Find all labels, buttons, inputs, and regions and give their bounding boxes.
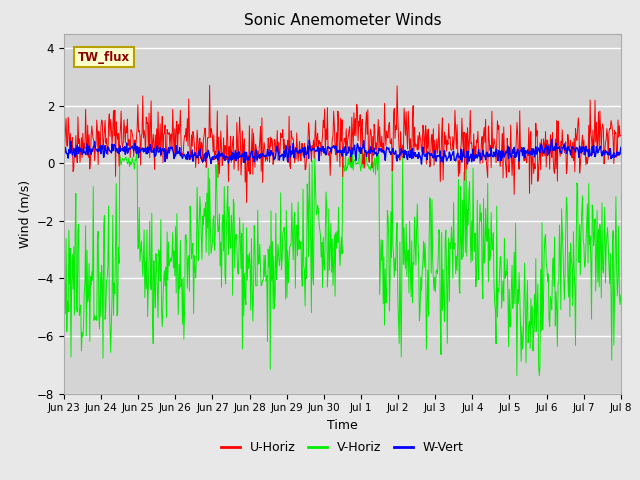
V-Horiz	[415, 318, 423, 324]
W-Vert	[548, 136, 556, 142]
V-Horiz	[536, 373, 543, 379]
V-Horiz	[94, 228, 102, 234]
W-Vert	[94, 146, 102, 152]
U-Horiz	[617, 133, 625, 139]
V-Horiz	[60, 303, 68, 309]
U-Horiz	[385, 122, 392, 128]
U-Horiz	[206, 83, 214, 88]
X-axis label: Time: Time	[327, 419, 358, 432]
U-Horiz	[94, 162, 102, 168]
U-Horiz	[484, 175, 492, 180]
V-Horiz	[384, 214, 392, 220]
Legend: U-Horiz, V-Horiz, W-Vert: U-Horiz, V-Horiz, W-Vert	[216, 436, 468, 459]
U-Horiz	[399, 149, 407, 155]
V-Horiz	[483, 238, 491, 244]
W-Vert	[617, 144, 625, 150]
V-Horiz	[358, 145, 366, 151]
W-Vert	[483, 149, 491, 155]
V-Horiz	[617, 292, 625, 298]
U-Horiz	[416, 135, 424, 141]
Line: V-Horiz: V-Horiz	[64, 148, 621, 376]
W-Vert	[418, 161, 426, 167]
W-Vert	[415, 150, 422, 156]
W-Vert	[60, 154, 68, 159]
W-Vert	[540, 150, 548, 156]
Title: Sonic Anemometer Winds: Sonic Anemometer Winds	[244, 13, 441, 28]
V-Horiz	[399, 154, 406, 159]
U-Horiz	[243, 200, 250, 205]
Line: U-Horiz: U-Horiz	[64, 85, 621, 203]
U-Horiz	[60, 132, 68, 138]
Line: W-Vert: W-Vert	[64, 139, 621, 164]
Text: TW_flux: TW_flux	[78, 50, 130, 63]
U-Horiz	[541, 153, 548, 158]
W-Vert	[383, 146, 391, 152]
Y-axis label: Wind (m/s): Wind (m/s)	[19, 180, 31, 248]
V-Horiz	[541, 235, 548, 240]
W-Vert	[398, 149, 406, 155]
